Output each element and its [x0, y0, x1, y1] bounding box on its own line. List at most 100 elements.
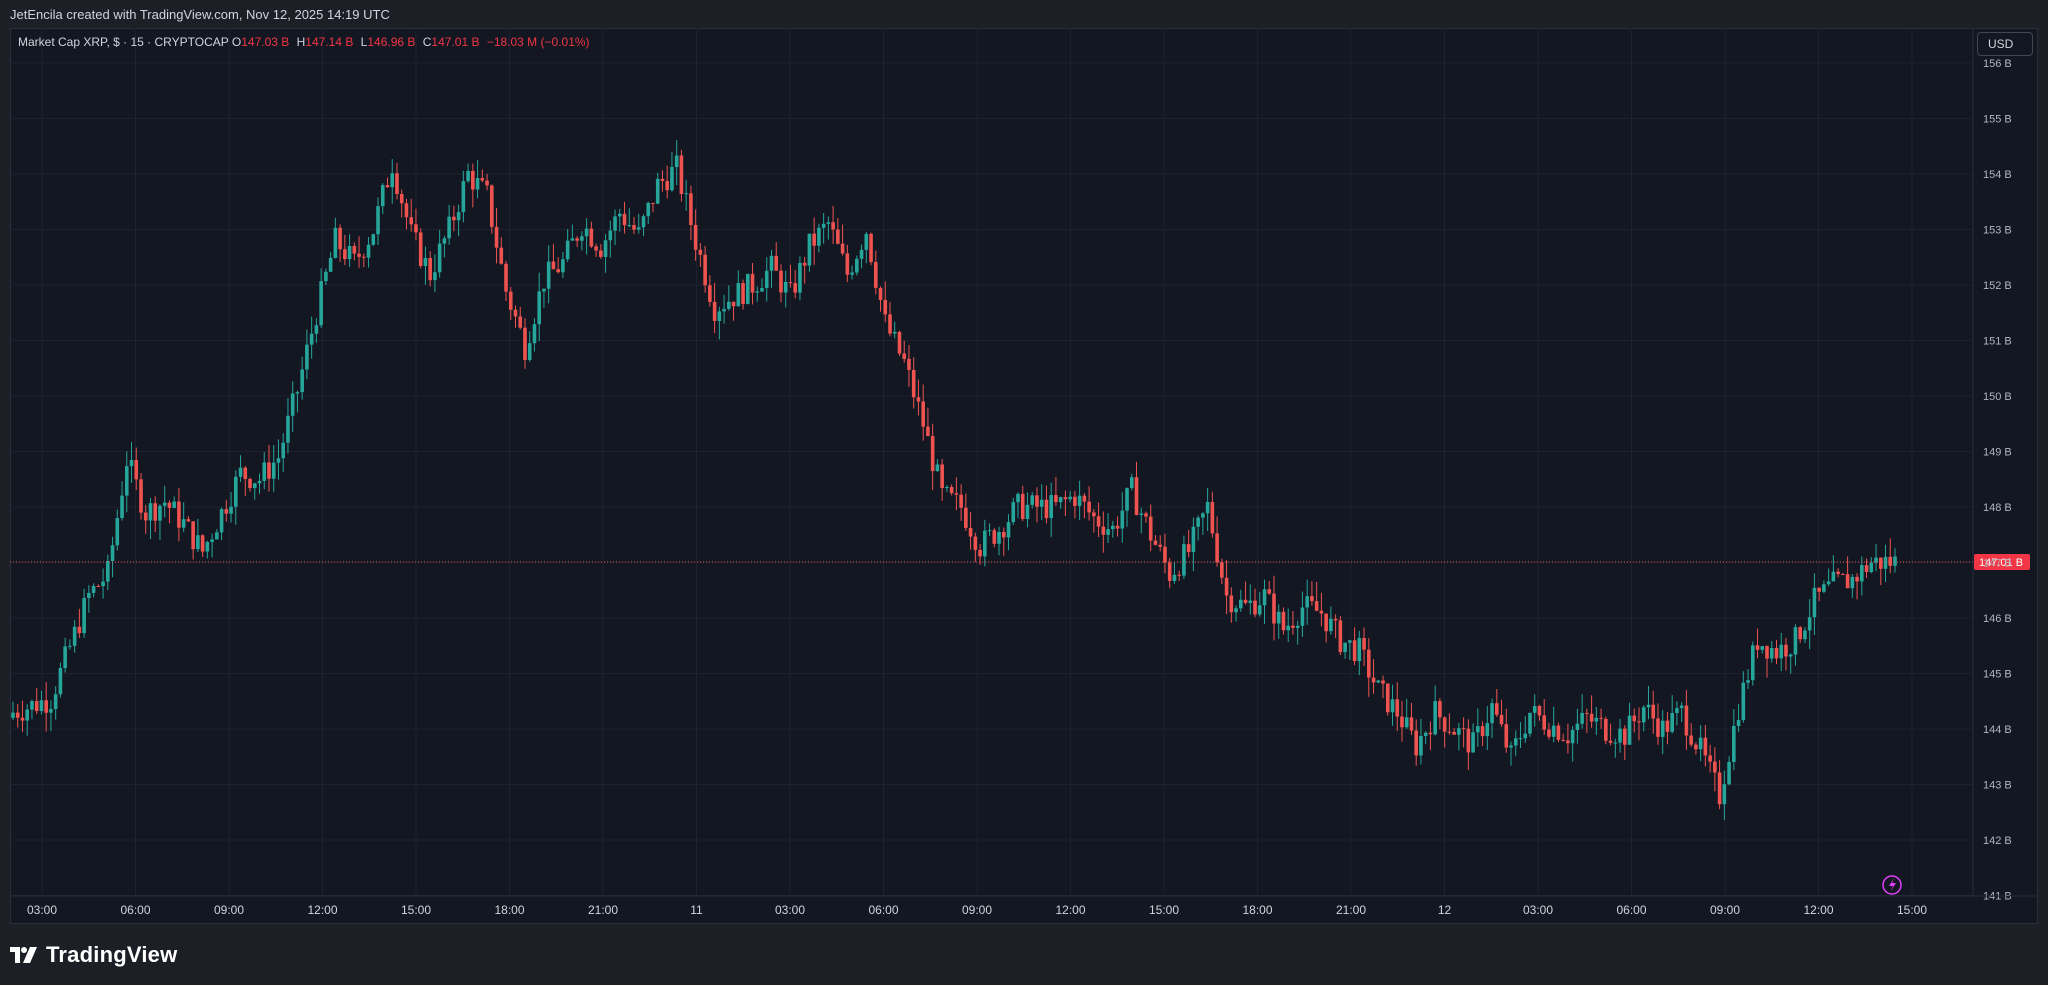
candle-body [973, 536, 978, 550]
candle-body [608, 230, 613, 241]
candle-body [1713, 761, 1717, 773]
price-tick-label: 155 B [1983, 114, 2012, 126]
candle-body [1476, 726, 1480, 733]
candle-body [840, 243, 845, 254]
candle-body [802, 262, 807, 266]
candle-body [1343, 642, 1347, 653]
candle-body [148, 503, 153, 521]
chart-pane[interactable] [10, 28, 2038, 924]
candle-body [186, 519, 191, 522]
candle-body [978, 549, 982, 557]
candle-body [1822, 584, 1826, 592]
candle-body [276, 458, 281, 463]
candle-body [1637, 721, 1641, 723]
candle-body [1803, 630, 1807, 640]
candle-body [1518, 738, 1523, 740]
candle-body [281, 442, 286, 459]
candle-body [1428, 732, 1433, 735]
candle-body [1381, 680, 1385, 684]
candle-body [1689, 735, 1693, 745]
price-tick-label: 146 B [1983, 613, 2012, 625]
legend-open-value: 147.03 B [241, 35, 290, 49]
candle-body [1366, 649, 1371, 678]
candle-body [1035, 495, 1039, 507]
candle-body [992, 530, 997, 544]
candle-body [309, 333, 314, 345]
candle-body [1855, 576, 1859, 582]
candle-body [1485, 723, 1490, 737]
candle-body [1338, 620, 1343, 653]
time-axis[interactable]: 03:00 06:00 09:00 12:00 15:00 18:00 21:00 11 03:… [10, 895, 2038, 917]
price-line-layer: 147.01 B [10, 553, 2030, 570]
candle-body [546, 261, 551, 289]
candle-body [1111, 525, 1115, 530]
candle-body [712, 301, 717, 321]
candle-body [1679, 705, 1684, 709]
legend-symbol: Market Cap XRP, $ · 15 · CRYPTOCAP [18, 35, 229, 49]
candle-body [1011, 502, 1016, 523]
candle-body [1864, 565, 1869, 573]
candle-body [319, 281, 323, 326]
candle-body [20, 717, 25, 721]
candle-body [257, 480, 262, 484]
candle-body [1860, 565, 1864, 582]
candle-body [1281, 611, 1286, 631]
candle-body [1499, 714, 1504, 725]
candle-body [1765, 646, 1769, 659]
candle-body [888, 314, 892, 334]
candle-body [1509, 745, 1513, 748]
currency-button[interactable]: USD [1977, 32, 2033, 56]
candle-body [817, 227, 821, 246]
candle-body [1196, 517, 1200, 527]
candle-body [1025, 504, 1030, 519]
candle-body [248, 478, 252, 489]
time-tick-label: 21:00 [588, 903, 618, 917]
legend-low-value: 146.96 B [367, 35, 416, 49]
candle-body [191, 521, 195, 550]
time-tick-label: 03:00 [775, 903, 805, 917]
candle-body [708, 285, 712, 302]
candle-body [1807, 617, 1812, 631]
candle-body [622, 213, 627, 226]
candle-body [480, 178, 485, 181]
candle-body [1310, 596, 1314, 602]
candle-body [855, 258, 859, 273]
candle-body [271, 462, 276, 479]
candle-body [252, 483, 257, 489]
candle-body [1423, 732, 1428, 736]
candle-body [1077, 495, 1082, 506]
candle-body [698, 249, 703, 255]
candle-body [1684, 705, 1689, 736]
candle-body [1513, 738, 1518, 746]
candle-body [1722, 784, 1727, 805]
candle-body [504, 263, 508, 292]
candle-body [343, 249, 347, 260]
candle-body [82, 597, 86, 634]
candle-body [352, 245, 357, 254]
candle-body [110, 545, 115, 561]
candle-body [77, 626, 82, 634]
candle-body [11, 712, 15, 718]
candle-body [376, 206, 380, 235]
candle-body [1618, 728, 1622, 743]
candle-body [153, 503, 158, 521]
candle-body [200, 535, 205, 552]
candle-body [684, 193, 688, 195]
candle-body [34, 701, 39, 712]
candle-body [414, 224, 418, 233]
price-axis[interactable]: 156 B 155 B 154 B 153 B 152 B 151 B 150 B 149 B… [1972, 28, 2012, 903]
candle-body [1566, 740, 1570, 744]
candle-body [1319, 610, 1324, 614]
candle-body [1665, 720, 1670, 732]
candle-body [1708, 755, 1712, 762]
candle-body [603, 240, 608, 257]
candle-body [783, 281, 788, 293]
candle-body [1556, 725, 1561, 740]
brand[interactable]: TradingView [10, 942, 177, 968]
candle-body [1257, 605, 1262, 615]
candle-body [1878, 557, 1883, 569]
candle-body [333, 227, 338, 258]
lightning-alert-icon[interactable] [1882, 875, 1902, 895]
candle-body [1585, 712, 1589, 714]
